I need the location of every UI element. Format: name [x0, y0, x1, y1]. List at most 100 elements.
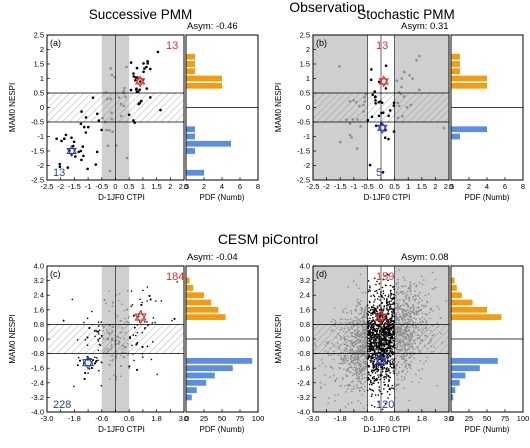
data-point: [368, 340, 371, 342]
data-point: [364, 369, 366, 371]
asym-text: Asym: 0.31: [401, 21, 449, 32]
data-point: [350, 358, 352, 361]
y-tick-label: 2.5: [300, 31, 310, 40]
data-point: [344, 385, 346, 387]
hist-bar-negative: [186, 387, 197, 393]
data-point: [141, 346, 144, 348]
data-point: [100, 128, 103, 132]
data-point: [360, 386, 362, 389]
data-point: [348, 370, 351, 373]
data-point: [356, 333, 359, 335]
data-point: [124, 317, 127, 320]
data-point: [86, 317, 89, 320]
data-point: [419, 321, 422, 323]
data-point: [110, 73, 114, 77]
data-point: [364, 335, 367, 338]
data-point: [360, 369, 363, 372]
data-point: [373, 325, 375, 328]
hist-x-axis-label: PDF (Numb): [200, 193, 245, 202]
data-point: [363, 326, 366, 328]
data-point: [424, 294, 427, 297]
data-point: [371, 313, 374, 315]
data-point: [383, 344, 386, 347]
data-point: [415, 373, 417, 376]
data-point: [373, 358, 376, 361]
data-point: [386, 375, 388, 378]
data-point: [404, 335, 407, 338]
centroid-neg-marker-b: [81, 359, 95, 370]
data-point: [396, 116, 400, 120]
data-point: [395, 312, 398, 315]
data-point: [364, 292, 367, 294]
data-point: [373, 335, 375, 338]
data-point: [378, 295, 380, 298]
data-point: [121, 303, 123, 306]
data-point: [389, 354, 392, 357]
centroid-pos-marker-b: [134, 313, 147, 325]
data-point: [419, 297, 422, 300]
data-point: [429, 317, 431, 320]
data-point: [111, 305, 114, 307]
data-point: [418, 54, 421, 58]
data-point: [404, 366, 407, 369]
data-point: [365, 306, 367, 309]
data-point: [394, 325, 397, 328]
data-point: [382, 344, 384, 347]
data-point: [409, 298, 411, 301]
data-point: [372, 331, 375, 334]
data-point: [133, 314, 135, 317]
points: [314, 269, 448, 411]
data-point: [357, 330, 359, 332]
x-tick-label: -2: [323, 182, 330, 191]
data-point: [350, 136, 353, 139]
data-point: [377, 341, 379, 344]
data-point: [363, 336, 365, 339]
data-point: [439, 332, 442, 335]
data-point: [362, 103, 365, 107]
data-point: [358, 377, 361, 380]
data-point: [409, 103, 413, 107]
data-point: [402, 285, 405, 288]
data-point: [375, 283, 377, 286]
data-point: [122, 351, 124, 354]
data-point: [400, 355, 403, 358]
data-point: [395, 296, 398, 299]
data-point: [97, 338, 99, 341]
data-point: [173, 318, 176, 320]
data-point: [387, 343, 389, 346]
data-point: [404, 342, 407, 345]
data-point: [382, 290, 385, 293]
data-point: [386, 318, 389, 321]
data-point: [119, 337, 121, 339]
data-point: [364, 351, 367, 353]
data-point: [414, 294, 416, 296]
hist-tick-label: 25: [200, 414, 208, 423]
data-point: [413, 330, 415, 332]
data-point: [375, 324, 378, 327]
data-point: [327, 354, 330, 357]
data-point: [406, 367, 408, 370]
data-point: [337, 354, 340, 356]
data-point: [365, 355, 368, 357]
data-point: [384, 294, 387, 297]
data-point: [409, 356, 412, 359]
data-point: [400, 327, 403, 330]
data-point: [389, 363, 392, 366]
data-point: [377, 381, 380, 384]
data-point: [339, 385, 341, 388]
hist-bar-positive: [451, 53, 460, 60]
data-point: [342, 311, 345, 313]
data-point: [350, 332, 352, 334]
data-point: [385, 361, 388, 364]
data-point: [135, 334, 137, 337]
data-point: [109, 349, 111, 351]
data-point: [377, 364, 380, 366]
hist-tick-label: 2: [202, 182, 206, 191]
hist-x-axis-label: PDF (Numb): [465, 193, 510, 202]
data-point: [373, 375, 375, 378]
data-point: [145, 65, 148, 69]
data-point: [118, 293, 121, 295]
data-point: [388, 346, 390, 349]
data-point: [112, 358, 114, 361]
data-point: [351, 361, 354, 363]
